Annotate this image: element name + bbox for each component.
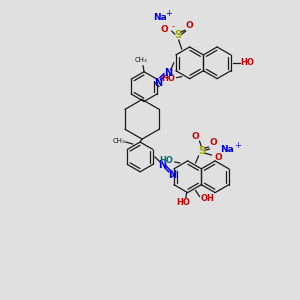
Text: Na: Na [153, 13, 167, 22]
Text: HO: HO [176, 198, 190, 207]
Text: HO: HO [159, 157, 173, 166]
Text: -: - [171, 22, 174, 31]
Text: N: N [154, 78, 162, 88]
Text: O: O [186, 21, 194, 30]
Text: CH₃: CH₃ [112, 138, 125, 144]
Text: N: N [158, 160, 166, 170]
Text: +: + [234, 141, 241, 150]
Text: N: N [164, 68, 172, 78]
Text: HO: HO [240, 58, 254, 67]
Text: HO: HO [161, 74, 175, 83]
Text: S: S [198, 146, 205, 156]
Text: S: S [174, 30, 181, 40]
Text: N: N [168, 170, 176, 180]
Text: CH₃: CH₃ [135, 57, 148, 63]
Text: O: O [192, 132, 200, 141]
Text: O: O [209, 138, 217, 147]
Text: O: O [161, 25, 169, 34]
Text: OH: OH [200, 194, 214, 203]
Text: Na: Na [220, 145, 234, 154]
Text: O: O [214, 152, 222, 161]
Text: +: + [165, 9, 172, 18]
